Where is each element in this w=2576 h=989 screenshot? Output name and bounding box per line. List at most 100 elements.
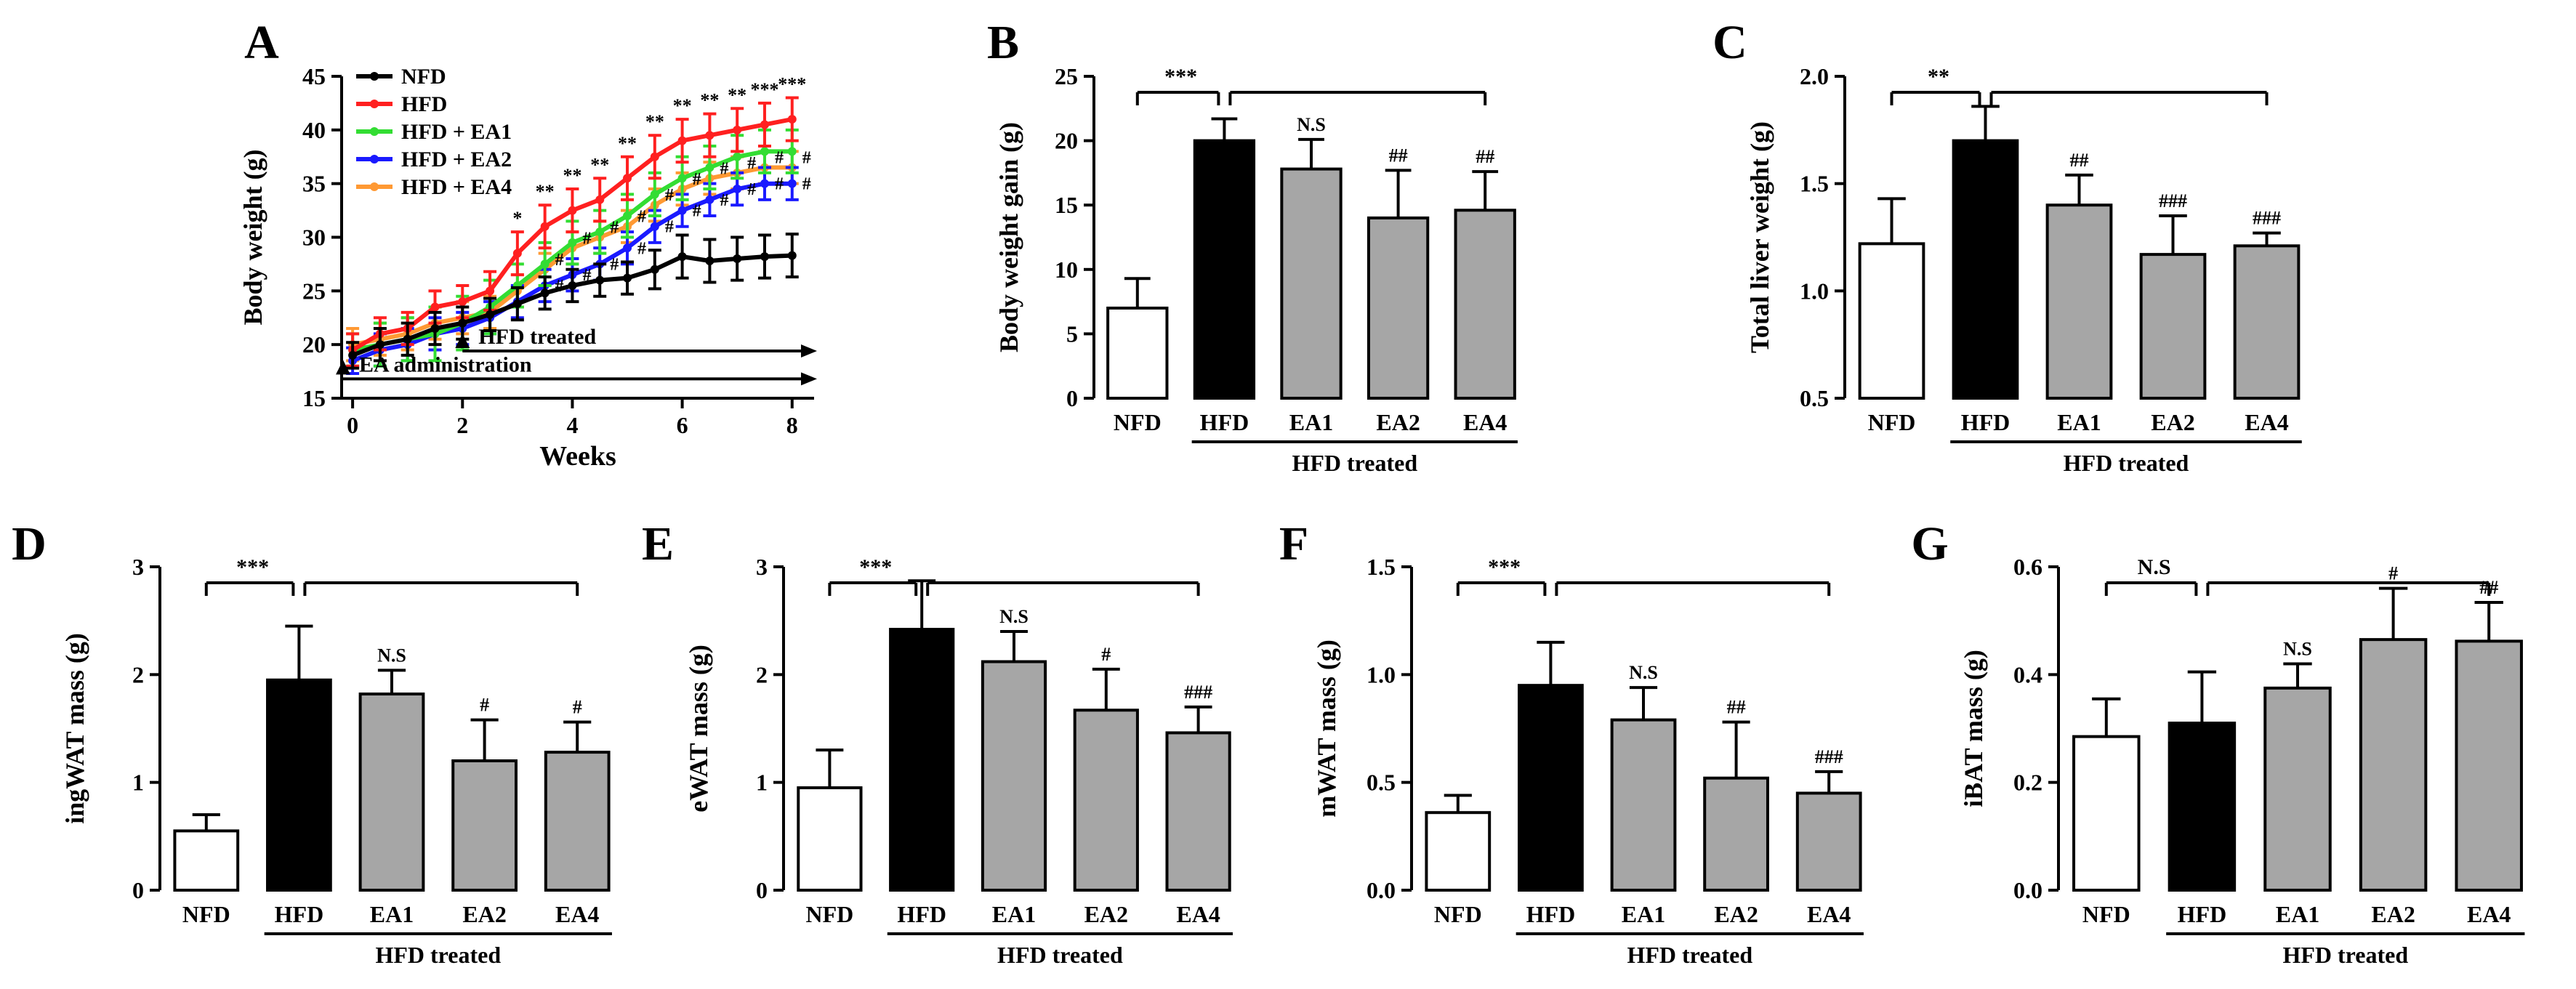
data-point (623, 211, 632, 220)
data-point (540, 259, 550, 269)
data-point (568, 238, 577, 247)
bar-EA4 (2233, 244, 2301, 400)
data-point (486, 310, 495, 319)
bar-EA4 (1795, 791, 1862, 892)
x-tick-label: EA2 (2371, 901, 2415, 927)
y-tick-label: 5 (1066, 320, 1078, 347)
x-tick-label: EA1 (2276, 901, 2319, 927)
y-tick-label: 0.2 (2013, 770, 2042, 796)
y-tick-label: 10 (1055, 257, 1078, 283)
x-tick-label: 8 (786, 412, 798, 438)
hash-mark: # (582, 229, 591, 248)
start-marker-icon (455, 334, 470, 349)
significance-mark: N.S (377, 645, 406, 666)
y-tick-label: 15 (1055, 192, 1078, 218)
data-point (540, 288, 550, 298)
hash-mark: # (555, 277, 564, 296)
panel-B: B 0 5 10 15 20 25 Body weight gain (g) NFD HFD N.S… (987, 16, 1518, 476)
significance-star: *** (778, 74, 806, 95)
y-tick-label: 1.0 (1367, 661, 1396, 687)
data-point (623, 174, 632, 183)
x-tick-label: HFD (1526, 901, 1576, 927)
x-tick-label: HFD (275, 901, 324, 927)
hfd-treated-arrow-head (801, 344, 817, 358)
hash-mark: # (693, 170, 701, 189)
y-tick-label: 30 (302, 225, 326, 251)
panel-label-A: A (244, 16, 279, 69)
panel-A: A 15 20 25 30 35 40 45 0 2 4 6 8 Weeks Body weight (g)… (238, 16, 817, 472)
bar-EA2 (2359, 638, 2428, 892)
bar-NFD (1858, 242, 1925, 400)
significance-mark: ## (1389, 145, 1408, 166)
x-tick-label: HFD (1961, 409, 2011, 435)
bar-EA2 (1073, 709, 1139, 892)
data-point (623, 243, 632, 253)
hash-mark: # (637, 208, 646, 227)
significance-mark: ### (2159, 190, 2187, 211)
hash-mark: # (720, 191, 728, 210)
y-tick-label: 0.0 (1367, 877, 1396, 903)
y-tick-label: 2 (756, 661, 768, 687)
significance-mark: ## (2070, 150, 2089, 171)
bar-EA2 (1703, 776, 1769, 892)
x-tick-label: EA2 (1714, 901, 1758, 927)
bar-HFD (889, 628, 955, 892)
data-point (677, 252, 687, 262)
panel-D: D 0 1 2 3 ingWAT mass (g) NFD HFD N.S EA1 # EA2 # EA4… (12, 517, 612, 968)
x-tick-label: EA2 (462, 901, 506, 927)
hash-mark: # (693, 202, 701, 221)
group-label: HFD treated (1627, 942, 1752, 968)
bar-HFD (1518, 684, 1584, 892)
group-label: HFD treated (2282, 942, 2408, 968)
data-point (458, 318, 467, 328)
data-point (677, 206, 687, 215)
significance-mark: ### (1815, 746, 1843, 767)
bar-EA1 (2045, 203, 2113, 400)
significance-mark: N.S (999, 606, 1029, 627)
data-point (595, 195, 605, 204)
y-tick-label: 20 (302, 331, 326, 358)
legend-swatch-dot (370, 127, 379, 136)
data-point (623, 273, 632, 283)
y-tick-label: 0.4 (2013, 661, 2042, 687)
significance-mark: N.S (2283, 639, 2312, 660)
data-point (787, 147, 797, 156)
bar-EA4 (1165, 731, 1231, 892)
y-tick-label: 0 (1066, 385, 1078, 411)
significance-star: *** (750, 79, 778, 100)
hash-mark: # (775, 149, 784, 168)
top-significance: *** (859, 555, 892, 579)
significance-mark: ## (1727, 697, 1746, 718)
ea-arrow-head (801, 372, 817, 386)
panel-C: C 0.5 1.0 1.5 2.0 Total liver weight (g) NFD HF… (1712, 16, 2302, 476)
legend-entry: NFD (401, 65, 446, 89)
group-label: HFD treated (2064, 450, 2189, 476)
bar-EA1 (1610, 718, 1677, 892)
y-tick-label: 40 (302, 117, 326, 143)
significance-mark: # (1101, 644, 1111, 665)
x-tick-label: NFD (182, 901, 230, 927)
y-tick-label: 0.0 (2013, 877, 2042, 903)
data-point (430, 302, 440, 312)
x-tick-label: HFD (2178, 901, 2227, 927)
x-tick-label: EA2 (2151, 409, 2194, 435)
x-tick-label: EA2 (1084, 901, 1128, 927)
significance-mark: N.S (1629, 662, 1658, 683)
panel-label-C: C (1712, 16, 1747, 69)
panel-G: G 0.0 0.2 0.4 0.6 iBAT mass (g) NFD HFD N.S EA1 # E… (1911, 517, 2525, 968)
y-axis-label: Body weight gain (g) (994, 122, 1023, 352)
legend-swatch-dot (370, 72, 379, 81)
bar-NFD (2072, 735, 2141, 892)
y-tick-label: 1.5 (1800, 171, 1829, 197)
panel-F: F 0.0 0.5 1.0 1.5 mWAT mass (g) NFD HFD N.S EA1 ##… (1279, 517, 1864, 968)
x-tick-label: EA1 (2057, 409, 2101, 435)
data-point (486, 286, 495, 296)
data-point (430, 324, 440, 334)
y-tick-label: 0.5 (1367, 770, 1396, 796)
panel-label-B: B (987, 16, 1019, 69)
significance-star: ** (618, 133, 637, 154)
legend-swatch-dot (370, 182, 379, 191)
data-point (733, 254, 742, 264)
bar-EA4 (1454, 209, 1516, 400)
x-tick-label: EA4 (1807, 901, 1851, 927)
